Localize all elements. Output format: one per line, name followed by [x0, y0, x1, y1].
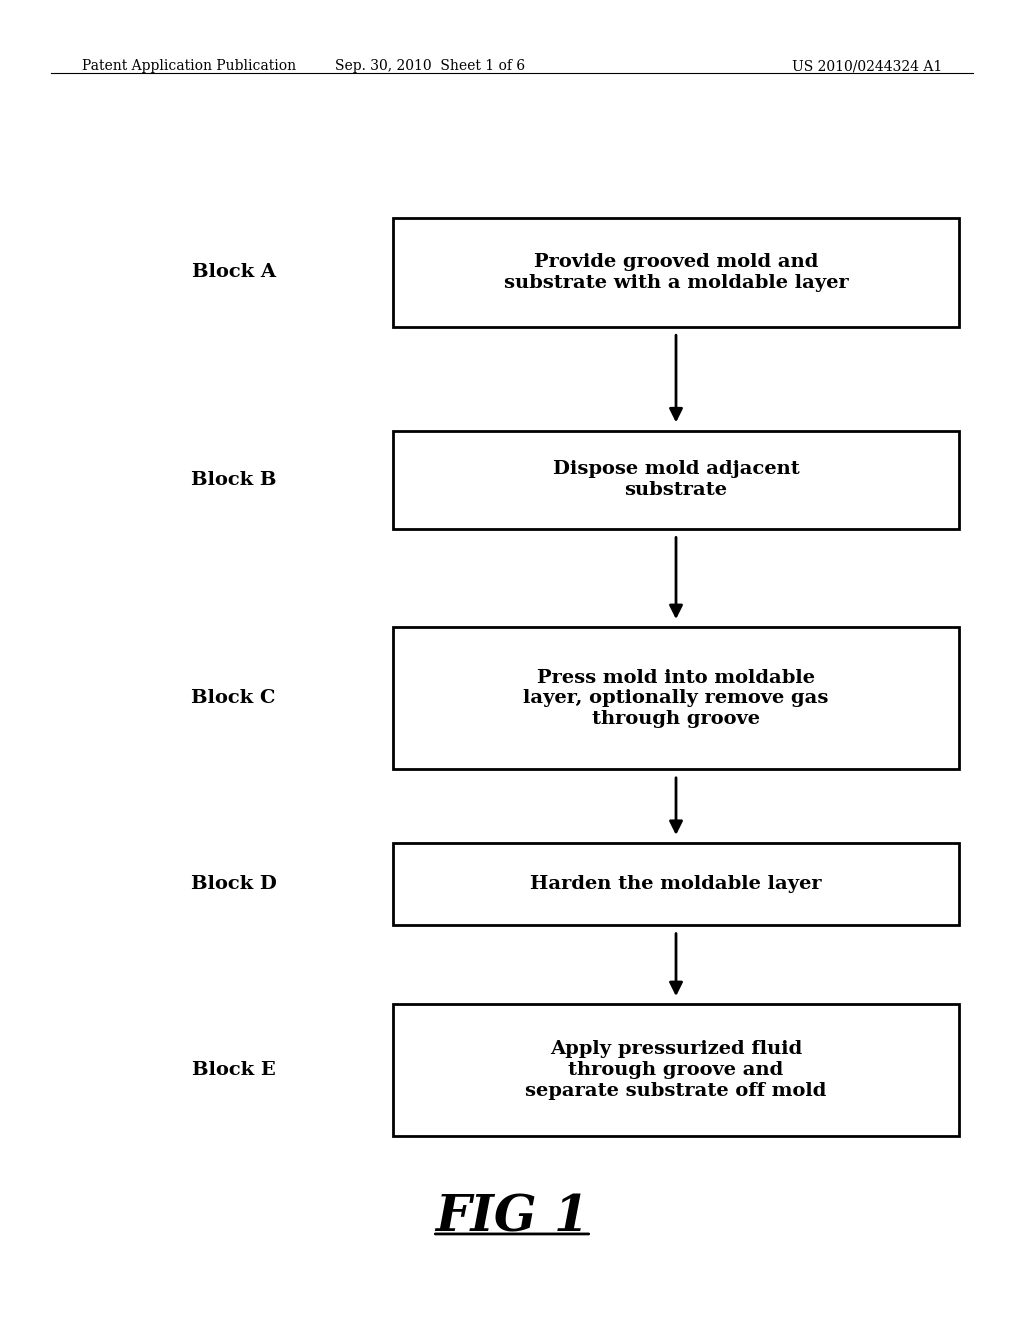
- FancyBboxPatch shape: [393, 843, 959, 925]
- Text: Harden the moldable layer: Harden the moldable layer: [530, 875, 822, 894]
- FancyBboxPatch shape: [393, 430, 959, 529]
- Text: Provide grooved mold and
substrate with a moldable layer: Provide grooved mold and substrate with …: [504, 253, 849, 292]
- Text: Block B: Block B: [190, 471, 276, 488]
- Text: Dispose mold adjacent
substrate: Dispose mold adjacent substrate: [553, 461, 800, 499]
- Text: Apply pressurized fluid
through groove and
separate substrate off mold: Apply pressurized fluid through groove a…: [525, 1040, 826, 1100]
- FancyBboxPatch shape: [393, 627, 959, 770]
- Text: Block C: Block C: [191, 689, 275, 708]
- Text: Patent Application Publication: Patent Application Publication: [82, 59, 296, 74]
- Text: Block D: Block D: [190, 875, 276, 894]
- FancyBboxPatch shape: [393, 218, 959, 327]
- Text: Block A: Block A: [191, 263, 275, 281]
- Text: FIG 1: FIG 1: [435, 1193, 589, 1242]
- Text: Block E: Block E: [191, 1061, 275, 1078]
- Text: Press mold into moldable
layer, optionally remove gas
through groove: Press mold into moldable layer, optional…: [523, 669, 828, 729]
- Text: US 2010/0244324 A1: US 2010/0244324 A1: [792, 59, 942, 74]
- Text: Sep. 30, 2010  Sheet 1 of 6: Sep. 30, 2010 Sheet 1 of 6: [335, 59, 525, 74]
- FancyBboxPatch shape: [393, 1005, 959, 1135]
